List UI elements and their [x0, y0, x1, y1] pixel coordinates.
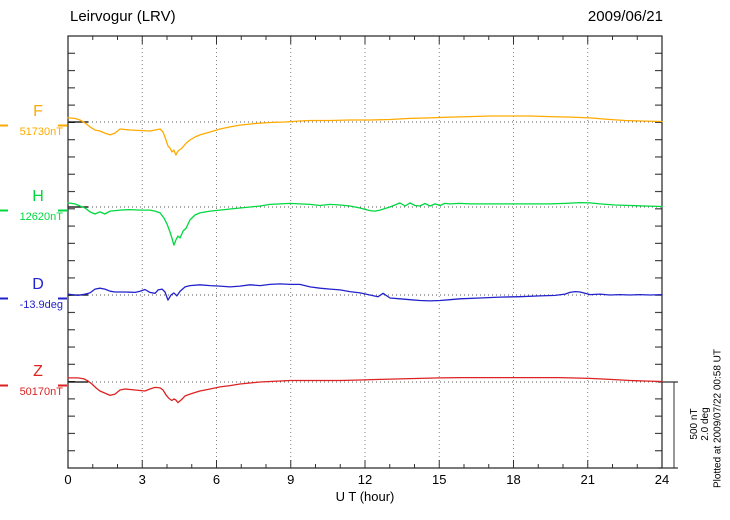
- trace-Z: [67, 376, 663, 404]
- trace-baseline-value-H: 12620nT: [19, 211, 63, 223]
- plot-date: 2009/06/21: [587, 8, 663, 25]
- x-tick-label-3: 3: [138, 472, 146, 487]
- scale-bar-nt-line: 500 nT: [689, 408, 700, 440]
- x-tick-label-6: 6: [212, 472, 221, 487]
- station-title: Leirvogur (LRV): [70, 8, 176, 25]
- plot-frame: [67, 35, 663, 469]
- scale-bar-deg-line: 2.0 deg: [700, 407, 711, 441]
- trace-D: [67, 283, 663, 302]
- trace-letter-H: H: [32, 188, 44, 205]
- x-tick-label-24: 24: [654, 472, 670, 487]
- trace-baseline-value-F: 51730nT: [19, 126, 63, 138]
- trace-H: [67, 201, 663, 246]
- trace-baseline-value-D: -13.9deg: [19, 299, 63, 311]
- x-tick-label-0: 0: [64, 472, 72, 487]
- x-tick-label-9: 9: [287, 472, 295, 487]
- trace-letter-F: F: [33, 103, 43, 120]
- x-tick-label-18: 18: [506, 472, 521, 487]
- x-tick-label-15: 15: [432, 472, 447, 487]
- scale-bar-label: 500 nT 2.0 deg: [689, 384, 713, 464]
- trace-letter-Z: Z: [33, 363, 43, 380]
- x-tick-label-21: 21: [580, 472, 595, 487]
- plotted-at-note: Plotted at 2009/07/22 00:58 UT: [712, 349, 724, 488]
- trace-F: [67, 115, 663, 156]
- x-tick-label-12: 12: [357, 472, 373, 487]
- trace-baseline-value-Z: 50170nT: [19, 386, 63, 398]
- trace-letter-D: D: [32, 276, 44, 293]
- x-axis-title: U T (hour): [335, 489, 395, 504]
